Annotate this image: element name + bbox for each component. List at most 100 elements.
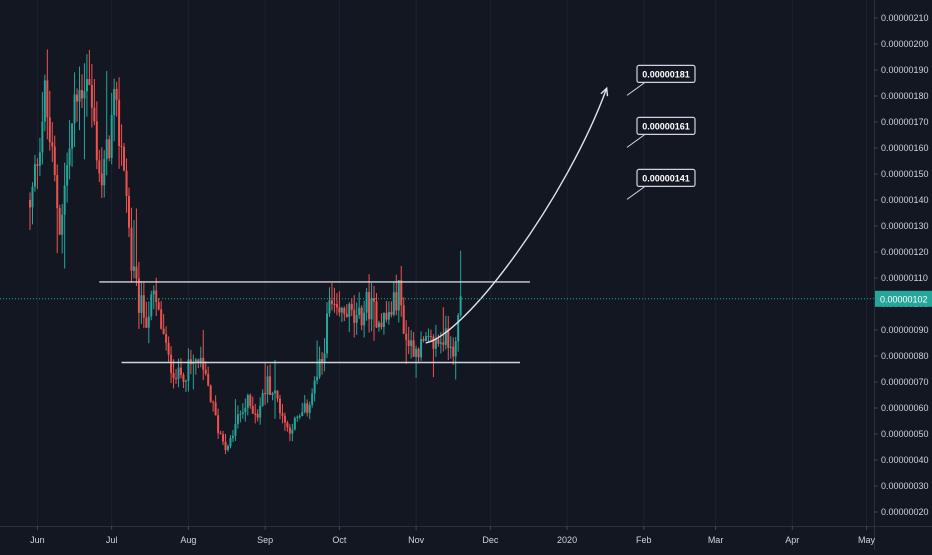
price-tick-label: 0.00000190 bbox=[881, 65, 929, 75]
candle-up bbox=[103, 159, 106, 186]
candle-up bbox=[303, 403, 306, 412]
candle-down bbox=[343, 307, 346, 314]
candle-down bbox=[437, 339, 440, 344]
candle-down bbox=[167, 342, 170, 355]
candle-down bbox=[53, 146, 56, 176]
projection-arrow-head[interactable] bbox=[600, 86, 609, 97]
candle-up bbox=[38, 152, 41, 166]
candle-down bbox=[368, 291, 371, 320]
candle-up bbox=[348, 304, 351, 317]
candle-up bbox=[78, 89, 81, 102]
candle-down bbox=[197, 359, 200, 363]
target-callout-box[interactable] bbox=[636, 116, 696, 136]
candle-up bbox=[73, 94, 76, 124]
time-tick-label: Dec bbox=[482, 535, 499, 545]
candle-up bbox=[323, 353, 326, 362]
candle-down bbox=[283, 415, 286, 423]
candle-down bbox=[338, 307, 341, 313]
candle-down bbox=[251, 405, 254, 414]
candle-down bbox=[204, 369, 207, 374]
candle-down bbox=[288, 427, 291, 434]
price-tick-label: 0.00000130 bbox=[881, 221, 929, 231]
candle-up bbox=[415, 348, 418, 357]
candle-up bbox=[244, 407, 247, 413]
candle-down bbox=[217, 415, 220, 434]
candle-up bbox=[301, 411, 304, 417]
candle-down bbox=[90, 84, 93, 108]
candle-down bbox=[130, 227, 133, 271]
candle-down bbox=[120, 145, 123, 147]
candle-down bbox=[281, 413, 284, 416]
candle-up bbox=[397, 280, 400, 311]
candle-up bbox=[31, 186, 34, 208]
candle-up bbox=[271, 393, 274, 396]
candle-up bbox=[457, 315, 460, 342]
price-tick-label: 0.00000030 bbox=[881, 481, 929, 491]
price-tick-label: 0.00000210 bbox=[881, 13, 929, 23]
target-callout-box[interactable] bbox=[636, 168, 696, 187]
candle-down bbox=[452, 346, 455, 357]
candle-down bbox=[390, 312, 393, 315]
time-tick-label: Apr bbox=[785, 535, 799, 545]
candle-down bbox=[306, 403, 309, 413]
candle-down bbox=[160, 309, 163, 329]
time-tick-label: Jun bbox=[30, 535, 45, 545]
time-tick-label: 2020 bbox=[557, 535, 577, 545]
candle-down bbox=[276, 390, 279, 399]
candle-down bbox=[142, 295, 145, 318]
price-tick-label: 0.00000150 bbox=[881, 169, 929, 179]
target-callout-box[interactable] bbox=[636, 64, 696, 84]
candle-down bbox=[209, 385, 212, 402]
candle-up bbox=[140, 295, 143, 313]
time-tick-label: Mar bbox=[708, 535, 724, 545]
projection[interactable] bbox=[425, 86, 609, 344]
candle-down bbox=[353, 309, 356, 323]
candle-up bbox=[444, 328, 447, 345]
candle-up bbox=[427, 335, 430, 337]
candle-down bbox=[417, 348, 420, 358]
candle-down bbox=[162, 328, 165, 334]
candle-down bbox=[432, 336, 435, 349]
target-callout-label: 0.00000161 bbox=[642, 121, 690, 131]
candle-down bbox=[400, 280, 403, 306]
candle-down bbox=[373, 298, 376, 302]
candle-up bbox=[266, 376, 269, 395]
candle-down bbox=[98, 160, 101, 174]
candle-down bbox=[405, 333, 408, 341]
target-callouts[interactable]: 0.00000181 0.00000161 0.00000141 bbox=[626, 64, 696, 200]
projection-arrow-curve[interactable] bbox=[425, 87, 608, 344]
candle-down bbox=[207, 373, 210, 386]
time-tick-label: Nov bbox=[408, 535, 425, 545]
candle-up bbox=[150, 294, 153, 317]
candle-down bbox=[123, 146, 126, 171]
candle-up bbox=[241, 412, 244, 414]
candle-down bbox=[155, 290, 158, 303]
candle-down bbox=[412, 340, 415, 357]
target-callout-label: 0.00000181 bbox=[642, 69, 690, 79]
target-callout-pointer bbox=[626, 81, 653, 96]
candle-up bbox=[239, 413, 242, 415]
candle-down bbox=[350, 304, 353, 310]
candle-up bbox=[231, 435, 234, 439]
candle-down bbox=[95, 121, 98, 161]
price-axis[interactable]: 0.00000020 0.00000030 0.00000040 0.00000050… bbox=[874, 0, 932, 550]
candle-up bbox=[425, 336, 427, 341]
price-tick-label: 0.00000020 bbox=[881, 507, 929, 517]
candle-down bbox=[93, 107, 96, 122]
candle-up bbox=[187, 359, 190, 381]
candle-up bbox=[326, 313, 328, 354]
time-axis[interactable]: Jun Jul Aug Sep Oct Nov Dec 2020 Feb Mar Apr May bbox=[0, 526, 932, 545]
candle-up bbox=[318, 359, 321, 377]
candle-down bbox=[29, 200, 31, 208]
candle-up bbox=[147, 316, 150, 328]
candle-down bbox=[264, 393, 267, 395]
target-callout-pointer bbox=[626, 185, 653, 200]
candle-up bbox=[177, 367, 180, 379]
candle-down bbox=[170, 354, 173, 374]
candle-down bbox=[224, 441, 227, 451]
candle-down bbox=[422, 338, 425, 341]
horizontal-levels[interactable] bbox=[99, 281, 530, 364]
current-price-tag[interactable] bbox=[875, 290, 932, 307]
